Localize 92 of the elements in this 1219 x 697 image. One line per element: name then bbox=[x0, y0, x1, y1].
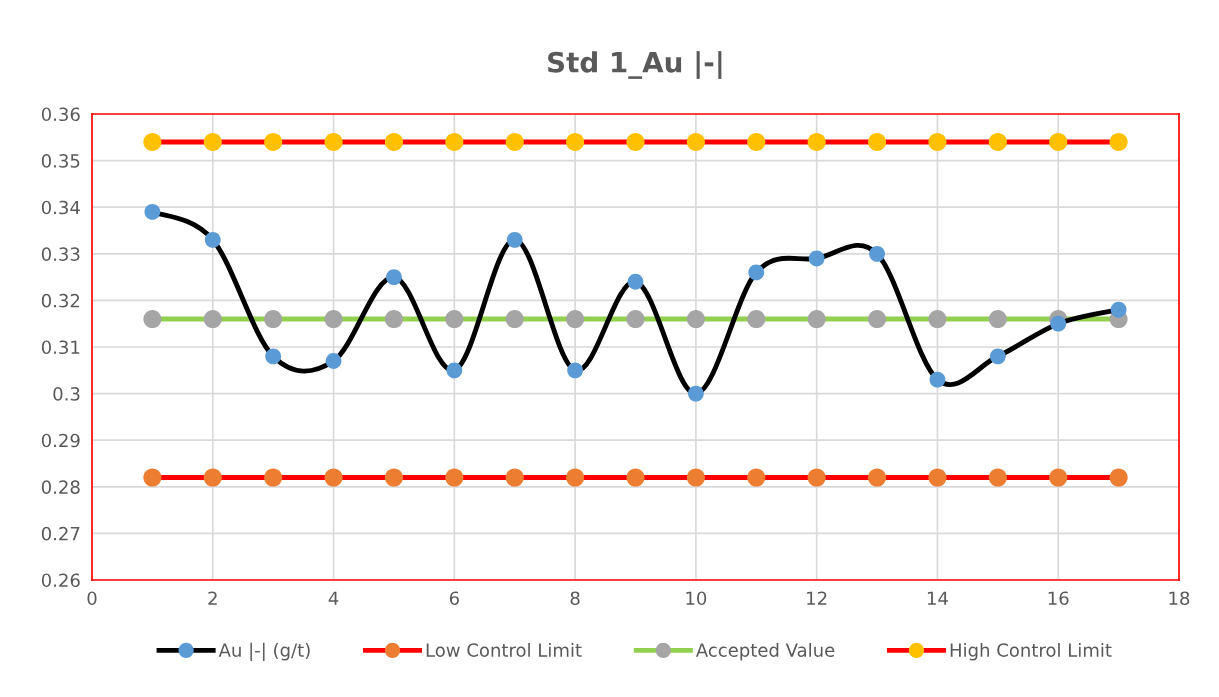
point bbox=[627, 273, 644, 290]
point bbox=[989, 348, 1006, 365]
point bbox=[928, 468, 947, 487]
point bbox=[747, 132, 766, 152]
x-tick-label: 0 bbox=[87, 591, 97, 606]
x-tick-label: 14 bbox=[927, 591, 948, 605]
point bbox=[384, 309, 403, 329]
point bbox=[1050, 315, 1067, 332]
legend-label: High Control Limit bbox=[950, 642, 1112, 661]
y-tick-label: 0.33 bbox=[41, 247, 80, 261]
point bbox=[808, 250, 825, 267]
point bbox=[264, 132, 283, 152]
point bbox=[929, 371, 946, 388]
chart-title: Std 1_Au |-| bbox=[548, 51, 722, 79]
point bbox=[324, 468, 343, 487]
point bbox=[324, 309, 343, 329]
point bbox=[868, 132, 887, 152]
point bbox=[869, 245, 885, 262]
point bbox=[626, 468, 645, 487]
point bbox=[567, 362, 584, 379]
point bbox=[988, 468, 1007, 487]
point bbox=[686, 132, 705, 152]
point bbox=[445, 309, 464, 329]
point bbox=[686, 468, 705, 487]
point bbox=[566, 468, 585, 487]
point bbox=[626, 132, 645, 152]
point bbox=[384, 468, 403, 487]
point bbox=[203, 468, 222, 487]
point bbox=[445, 468, 464, 487]
legend-label: Low Control Limit bbox=[426, 642, 582, 657]
point bbox=[807, 309, 826, 329]
point bbox=[445, 132, 464, 152]
y-tick-label: 0.34 bbox=[41, 200, 80, 215]
point bbox=[868, 309, 887, 329]
y-tick-label: 0.36 bbox=[41, 107, 80, 122]
y-tick-label: 0.3 bbox=[53, 387, 80, 401]
point bbox=[566, 132, 585, 152]
point bbox=[626, 309, 645, 329]
point bbox=[988, 132, 1007, 152]
point bbox=[748, 264, 765, 281]
point bbox=[143, 132, 162, 152]
y-tick-label: 0.27 bbox=[41, 526, 80, 541]
point bbox=[747, 468, 766, 487]
x-tick-label: 16 bbox=[1048, 591, 1069, 606]
legend-label: Accepted Value bbox=[695, 642, 835, 661]
y-tick-label: 0.26 bbox=[41, 573, 80, 588]
x-tick-label: 6 bbox=[449, 591, 459, 606]
point bbox=[264, 309, 283, 329]
y-tick-label: 0.32 bbox=[41, 293, 80, 308]
y-tick-label: 0.29 bbox=[41, 433, 80, 448]
y-tick-label: 0.31 bbox=[41, 340, 80, 355]
point bbox=[1110, 301, 1127, 318]
point bbox=[325, 353, 342, 369]
point bbox=[928, 309, 947, 329]
point bbox=[1049, 132, 1068, 152]
point bbox=[143, 309, 162, 329]
legend-label: Au |-| (g/t) bbox=[218, 642, 310, 661]
x-tick-label: 18 bbox=[1169, 591, 1190, 606]
point bbox=[747, 309, 766, 329]
point bbox=[143, 468, 162, 487]
point bbox=[1049, 468, 1068, 487]
x-tick-label: 4 bbox=[328, 591, 339, 605]
point bbox=[506, 231, 523, 248]
point bbox=[144, 203, 161, 220]
point bbox=[324, 132, 343, 152]
y-tick-label: 0.35 bbox=[41, 154, 80, 168]
point bbox=[203, 309, 222, 329]
point bbox=[505, 468, 524, 487]
point bbox=[807, 468, 826, 487]
x-tick-label: 2 bbox=[208, 591, 217, 605]
point bbox=[265, 348, 282, 365]
point bbox=[928, 132, 947, 152]
point bbox=[687, 385, 704, 402]
point bbox=[505, 309, 524, 329]
point bbox=[1109, 132, 1128, 152]
point bbox=[264, 468, 283, 487]
point bbox=[384, 132, 403, 152]
point bbox=[807, 132, 826, 152]
point bbox=[988, 309, 1007, 329]
point bbox=[386, 269, 402, 286]
x-tick-label: 8 bbox=[570, 591, 580, 606]
point bbox=[868, 468, 887, 487]
point bbox=[446, 362, 463, 379]
point bbox=[204, 231, 221, 248]
point bbox=[686, 309, 705, 329]
y-tick-label: 0.28 bbox=[41, 480, 80, 494]
point bbox=[505, 132, 524, 152]
point bbox=[566, 309, 585, 329]
point bbox=[203, 132, 222, 152]
point bbox=[1109, 468, 1128, 487]
x-tick-label: 12 bbox=[807, 591, 827, 605]
x-tick-label: 10 bbox=[686, 591, 707, 606]
